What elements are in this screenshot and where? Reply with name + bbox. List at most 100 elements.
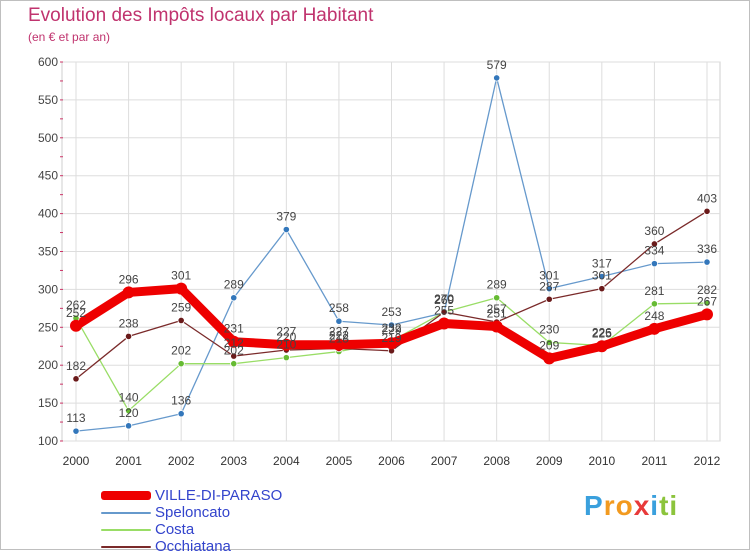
x-tick-label: 2005 bbox=[326, 454, 353, 468]
data-point bbox=[177, 410, 185, 418]
data-label: 231 bbox=[224, 322, 244, 336]
data-label: 336 bbox=[697, 242, 717, 256]
data-label: 301 bbox=[592, 269, 612, 283]
data-label: 222 bbox=[329, 329, 349, 343]
data-point bbox=[543, 352, 556, 365]
legend-swatch bbox=[101, 545, 151, 548]
data-label: 317 bbox=[592, 257, 612, 271]
data-label: 262 bbox=[66, 298, 86, 312]
x-tick-label: 2007 bbox=[431, 454, 458, 468]
line-chart: 100 150 200 250 300 350 400 450 500 550 600 2000 200… bbox=[38, 55, 721, 468]
x-tick-label: 2004 bbox=[273, 454, 300, 468]
data-label: 220 bbox=[276, 330, 296, 344]
data-point bbox=[490, 320, 503, 333]
data-label: 269 bbox=[434, 293, 454, 307]
data-label: 403 bbox=[697, 191, 717, 205]
brand-logo-letter: x bbox=[633, 490, 651, 521]
data-point bbox=[230, 352, 238, 360]
data-label: 296 bbox=[119, 272, 139, 286]
y-tick-label: 300 bbox=[38, 282, 58, 296]
legend-swatch bbox=[101, 511, 151, 514]
data-label: 227 bbox=[276, 325, 296, 339]
data-label: 210 bbox=[276, 338, 296, 352]
data-point bbox=[438, 317, 451, 330]
data-point bbox=[230, 294, 238, 302]
y-tick-label: 250 bbox=[38, 320, 58, 334]
data-point bbox=[387, 321, 396, 329]
legend-label: VILLE-DI-PARASO bbox=[155, 487, 283, 504]
data-label: 270 bbox=[434, 292, 454, 306]
data-label: 212 bbox=[224, 336, 244, 350]
data-point bbox=[650, 260, 659, 268]
data-label: 281 bbox=[644, 284, 664, 298]
data-point bbox=[175, 282, 188, 295]
data-point bbox=[124, 407, 133, 415]
data-point bbox=[72, 427, 80, 435]
data-label: 140 bbox=[119, 391, 139, 405]
legend-swatch bbox=[101, 528, 151, 531]
legend-item: Costa bbox=[101, 521, 282, 538]
chart-title: Evolution des Impôts locaux par Habitant bbox=[28, 5, 374, 26]
y-tick-label: 550 bbox=[38, 93, 58, 107]
chart-subtitle: (en € et par an) bbox=[28, 30, 111, 44]
data-point bbox=[122, 286, 135, 299]
x-tick-label: 2000 bbox=[63, 454, 90, 468]
brand-logo-letter: i bbox=[669, 490, 679, 521]
legend: VILLE-DI-PARASO Speloncato Costa Occhiatana bbox=[101, 487, 282, 555]
data-label: 248 bbox=[644, 309, 664, 323]
data-point bbox=[227, 335, 240, 348]
x-tick-label: 2003 bbox=[220, 454, 247, 468]
data-label: 120 bbox=[119, 406, 139, 420]
y-tick-label: 100 bbox=[38, 434, 58, 448]
data-label: 209 bbox=[539, 338, 559, 352]
data-label: 226 bbox=[592, 325, 612, 339]
y-tick-label: 150 bbox=[38, 396, 58, 410]
data-point bbox=[703, 299, 711, 307]
data-point bbox=[493, 74, 501, 82]
data-label: 182 bbox=[66, 359, 86, 373]
data-point bbox=[282, 225, 290, 234]
data-point bbox=[650, 300, 659, 308]
data-label: 202 bbox=[224, 344, 244, 358]
data-point bbox=[545, 285, 553, 293]
data-label: 229 bbox=[381, 323, 401, 337]
data-label: 257 bbox=[487, 302, 507, 316]
data-point bbox=[70, 319, 82, 332]
data-label: 227 bbox=[329, 325, 349, 339]
data-label: 289 bbox=[487, 278, 507, 292]
legend-swatch bbox=[101, 491, 151, 500]
data-label: 219 bbox=[381, 331, 401, 345]
data-point bbox=[335, 317, 343, 325]
data-label: 230 bbox=[539, 322, 559, 336]
data-label: 258 bbox=[329, 301, 349, 315]
data-label: 218 bbox=[329, 332, 349, 346]
data-label: 360 bbox=[644, 224, 664, 238]
data-label: 579 bbox=[487, 58, 507, 72]
data-label: 301 bbox=[539, 269, 559, 283]
brand-logo: Proxiti bbox=[584, 490, 678, 522]
x-tick-label: 2009 bbox=[536, 454, 563, 468]
data-label: 202 bbox=[171, 344, 191, 358]
brand-logo-letter: t bbox=[659, 490, 670, 521]
data-point bbox=[385, 337, 398, 350]
data-label: 334 bbox=[644, 244, 664, 258]
legend-label: Costa bbox=[155, 521, 195, 538]
brand-logo-letter: P bbox=[584, 490, 604, 521]
data-label: 255 bbox=[434, 304, 454, 318]
y-tick-label: 350 bbox=[38, 245, 58, 259]
data-label: 270 bbox=[434, 292, 454, 306]
brand-logo-letter: o bbox=[615, 490, 634, 521]
data-point bbox=[493, 294, 501, 302]
y-tick-label: 200 bbox=[38, 358, 58, 372]
x-tick-label: 2008 bbox=[483, 454, 510, 468]
data-point bbox=[595, 340, 608, 353]
data-point bbox=[177, 316, 185, 325]
data-label: 136 bbox=[171, 394, 191, 408]
y-tick-label: 400 bbox=[38, 207, 58, 221]
data-label: 253 bbox=[381, 305, 401, 319]
data-point bbox=[545, 295, 553, 303]
data-point bbox=[177, 360, 185, 368]
data-label: 252 bbox=[66, 306, 86, 320]
data-point bbox=[72, 375, 80, 383]
